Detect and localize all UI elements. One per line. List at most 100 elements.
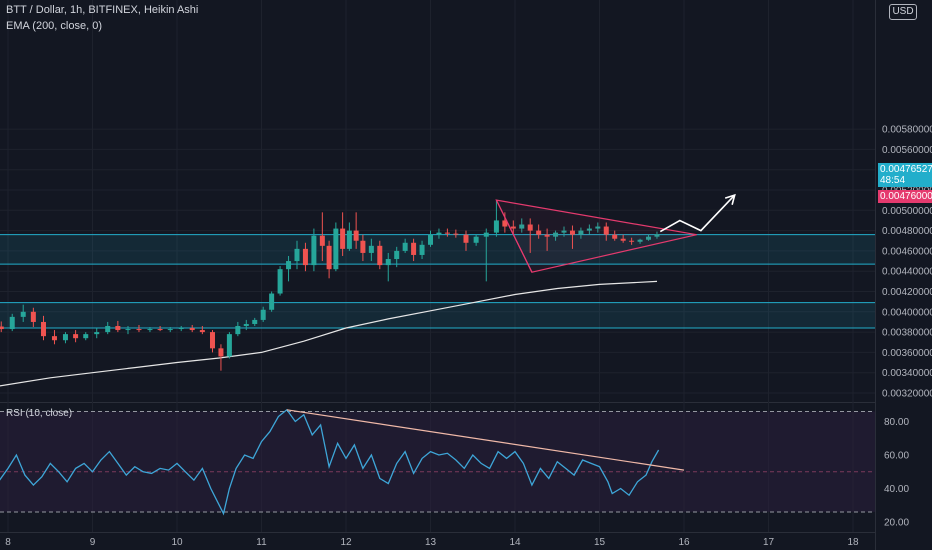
candle-body bbox=[463, 234, 469, 243]
candle-body bbox=[51, 336, 57, 341]
time-axis-label: 9 bbox=[90, 537, 96, 548]
candle-body bbox=[235, 326, 241, 335]
level-price-tag: 0.00476000 bbox=[878, 190, 932, 203]
candle-body bbox=[360, 240, 366, 253]
candle-body bbox=[286, 261, 292, 270]
candle-body bbox=[167, 329, 173, 331]
time-axis-label: 15 bbox=[594, 537, 606, 548]
price-axis-label: 0.00380000 bbox=[882, 328, 932, 339]
candle-body bbox=[519, 224, 525, 229]
time-axis-label: 13 bbox=[425, 537, 437, 548]
price-axis-label: 0.00480000 bbox=[882, 226, 932, 237]
candle-body bbox=[353, 230, 359, 241]
price-axis-label: 0.00500000 bbox=[882, 206, 932, 217]
candle-body bbox=[333, 228, 339, 270]
candle-body bbox=[473, 236, 479, 243]
candle-body bbox=[40, 321, 46, 337]
candle-body bbox=[569, 230, 575, 235]
candle-body bbox=[402, 242, 408, 251]
candle-body bbox=[428, 234, 433, 245]
price-axis-label: 0.00420000 bbox=[882, 287, 932, 298]
current-price-value: 0.00476527 bbox=[880, 164, 932, 175]
rsi-legend: RSI (10, close) bbox=[6, 408, 73, 419]
candle-body bbox=[637, 239, 643, 242]
candle-body bbox=[157, 329, 163, 331]
candle-body bbox=[377, 245, 383, 266]
time-axis-label: 10 bbox=[171, 537, 183, 548]
candle-body bbox=[83, 334, 89, 339]
zone-1 bbox=[0, 234, 875, 265]
candle-body bbox=[136, 329, 142, 331]
ema-line bbox=[0, 280, 658, 387]
candle-body bbox=[340, 228, 346, 249]
time-axis-label: 17 bbox=[763, 537, 775, 548]
price-axis-label: 0.00560000 bbox=[882, 145, 932, 156]
price-axis-label: 0.00400000 bbox=[882, 307, 932, 318]
candle-body bbox=[269, 293, 275, 310]
price-axis-label: 0.00340000 bbox=[882, 368, 932, 379]
candle-body bbox=[527, 224, 533, 231]
price-axis-label: 0.00580000 bbox=[882, 125, 932, 136]
candle-body bbox=[218, 348, 224, 357]
candle-body bbox=[20, 311, 26, 317]
candle-body bbox=[453, 233, 459, 235]
rsi-line bbox=[0, 408, 660, 516]
candle-body bbox=[115, 326, 121, 331]
projection-path bbox=[659, 194, 736, 233]
candle-body bbox=[561, 230, 567, 233]
currency-button[interactable]: USD bbox=[889, 4, 917, 20]
candle-body bbox=[260, 309, 266, 320]
candle-body bbox=[419, 244, 425, 255]
candle-body bbox=[493, 220, 499, 233]
rsi-axis-label: 80.00 bbox=[884, 417, 909, 428]
candle-body bbox=[252, 319, 258, 324]
candle-body bbox=[595, 226, 601, 229]
candle-body bbox=[125, 329, 131, 331]
rsi-axis-label: 40.00 bbox=[884, 484, 909, 495]
candle-body bbox=[620, 238, 626, 241]
projection-arrowhead bbox=[724, 193, 736, 205]
rsi-trendline bbox=[286, 409, 685, 471]
time-axis-label: 18 bbox=[847, 537, 859, 548]
candle-body bbox=[483, 232, 489, 237]
candle-body bbox=[603, 226, 609, 235]
triangle-inner-line bbox=[495, 199, 533, 273]
price-axis-label: 0.00460000 bbox=[882, 246, 932, 257]
time-axis-label: 16 bbox=[678, 537, 690, 548]
candle-body bbox=[311, 235, 317, 266]
candle-body bbox=[105, 326, 111, 333]
candle-body bbox=[0, 326, 4, 330]
candle-body bbox=[209, 332, 215, 349]
candle-body bbox=[553, 232, 559, 237]
candle-body bbox=[30, 311, 36, 322]
candle-body bbox=[326, 245, 332, 270]
candle-body bbox=[94, 332, 100, 335]
candle-body bbox=[544, 234, 550, 237]
candle-body bbox=[199, 330, 205, 333]
candle-body bbox=[62, 334, 68, 341]
candle-body bbox=[368, 245, 374, 253]
candle-body bbox=[436, 232, 442, 235]
candle-body bbox=[586, 228, 592, 231]
price-axis-label: 0.00320000 bbox=[882, 389, 932, 400]
candle-body bbox=[302, 248, 308, 266]
candle-body bbox=[346, 230, 352, 249]
candle-body bbox=[319, 235, 325, 246]
zone-2 bbox=[0, 302, 875, 329]
rsi-axis-label: 20.00 bbox=[884, 518, 909, 529]
candle-body bbox=[226, 334, 232, 357]
current-price-tag: 0.00476527 48:54 bbox=[878, 163, 932, 187]
bar-countdown: 48:54 bbox=[880, 175, 906, 186]
time-axis-label: 14 bbox=[509, 537, 521, 548]
rsi-axis-label: 60.00 bbox=[884, 451, 909, 462]
candle-body bbox=[394, 250, 400, 260]
candle-body bbox=[73, 334, 79, 339]
candle-body bbox=[411, 242, 417, 255]
candle-body bbox=[444, 232, 450, 234]
candle-body bbox=[646, 236, 652, 240]
candle-body bbox=[629, 240, 635, 242]
candle-body bbox=[612, 234, 618, 239]
candle-body bbox=[536, 230, 542, 235]
candle-body bbox=[243, 323, 249, 327]
